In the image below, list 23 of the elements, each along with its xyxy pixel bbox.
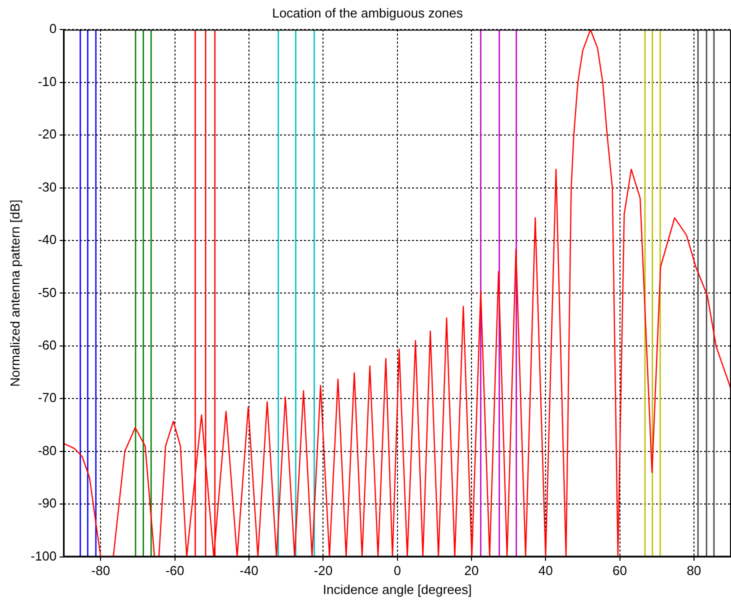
x-tick-label: 20 (464, 563, 479, 578)
x-axis-title: Incidence angle [degrees] (322, 582, 472, 597)
y-tick-label: 0 (49, 21, 57, 36)
chart-title: Location of the ambiguous zones (272, 5, 464, 20)
x-tick-label: 80 (686, 563, 702, 578)
y-tick-label: -80 (38, 442, 57, 458)
x-tick-label: -20 (314, 563, 333, 578)
y-tick-label: -90 (38, 496, 57, 511)
y-axis-title: Normalized antenna pattern [dB] (7, 200, 22, 387)
y-tick-label: -10 (38, 74, 57, 89)
y-tick-label: -40 (38, 232, 57, 248)
y-tick-label: -30 (38, 179, 57, 194)
x-tick-label: 40 (538, 563, 553, 578)
y-tick-label: -20 (38, 126, 57, 142)
x-tick-label: -40 (240, 563, 258, 578)
y-tick-label: -60 (38, 338, 57, 352)
y-tick-label: -100 (30, 548, 57, 564)
x-tick-label: 0 (394, 563, 401, 578)
x-tick-label: 60 (612, 563, 628, 578)
y-tick-label: -50 (38, 284, 57, 300)
x-tick-label: -60 (165, 563, 184, 578)
y-tick-label: -70 (38, 390, 57, 406)
x-tick-label: -80 (91, 563, 110, 578)
